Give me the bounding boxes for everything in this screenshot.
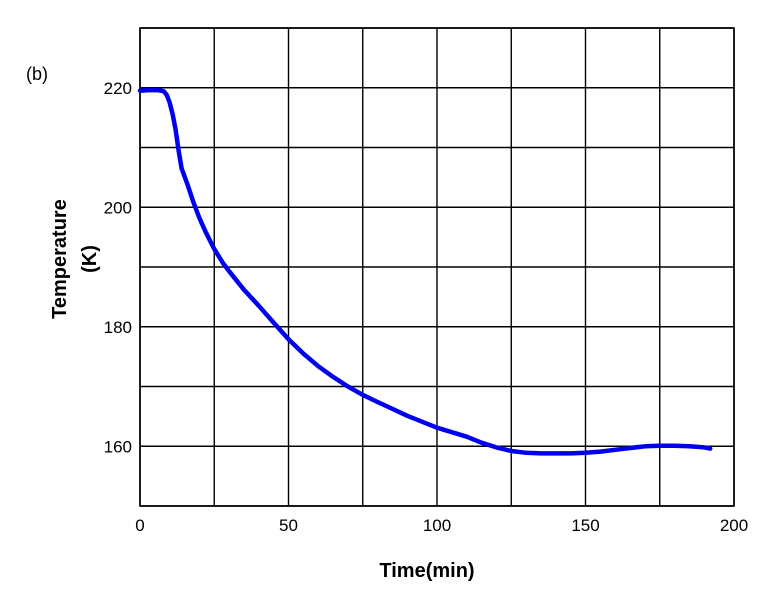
grid — [139, 27, 735, 507]
x-tick-label: 0 — [135, 516, 144, 535]
y-axis-title-line1: Temperature — [49, 199, 71, 319]
x-axis-ticks: 0 50 100 150 200 — [135, 516, 748, 535]
x-tick-label: 50 — [279, 516, 298, 535]
x-axis-title: Time(min) — [379, 560, 474, 582]
y-tick-label: 160 — [104, 437, 132, 456]
temperature-series-line — [137, 87, 713, 456]
x-tick-label: 150 — [571, 516, 599, 535]
x-tick-label: 100 — [423, 516, 451, 535]
y-tick-label: 220 — [104, 79, 132, 98]
panel-label: (b) — [26, 64, 48, 84]
plot-frame — [139, 27, 735, 507]
x-tick-label: 200 — [720, 516, 748, 535]
y-axis-title-line2: (K) — [79, 245, 101, 273]
y-tick-label: 180 — [104, 318, 132, 337]
y-axis-ticks: 160 180 200 220 — [104, 79, 132, 457]
y-tick-label: 200 — [104, 198, 132, 217]
